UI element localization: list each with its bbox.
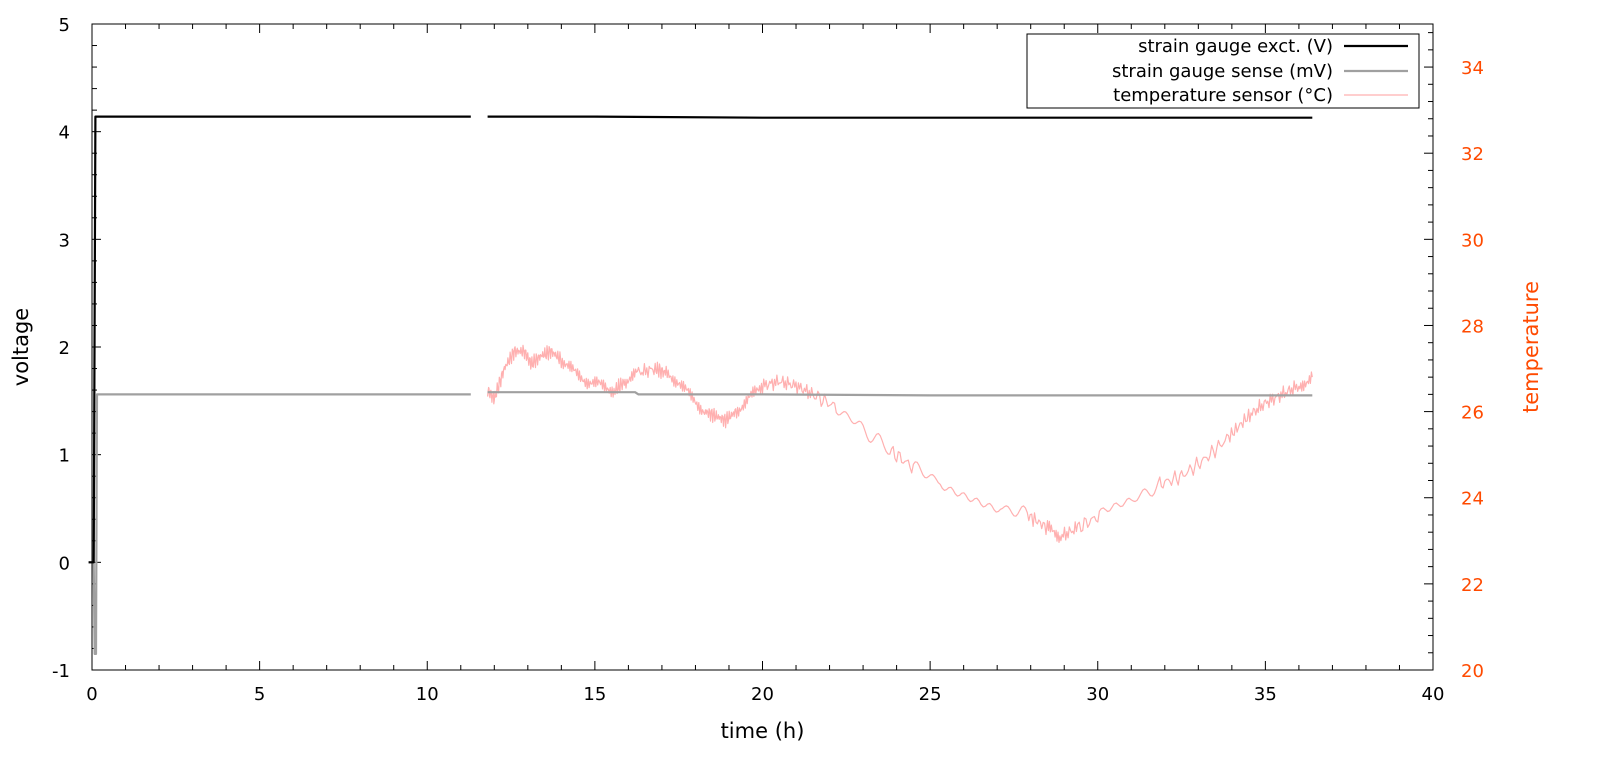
y-left-tick-label: -1 — [52, 661, 70, 682]
y-right-tick-label: 24 — [1461, 489, 1484, 510]
y-left-tick-label: 2 — [59, 338, 70, 359]
y-left-tick-label: 5 — [59, 15, 70, 36]
legend-label-temperature: temperature sensor (°C) — [1113, 85, 1333, 106]
y-left-tick-label: 0 — [59, 553, 70, 574]
y-left-tick-label: 3 — [59, 230, 70, 251]
x-tick-label: 20 — [751, 684, 774, 705]
y-right-tick-label: 30 — [1461, 230, 1484, 251]
legend: strain gauge exct. (V) strain gauge sens… — [1026, 33, 1420, 109]
series-temperature-line — [487, 344, 1313, 544]
x-tick-label: 40 — [1422, 684, 1445, 705]
y-left-tick-label: 1 — [59, 446, 70, 467]
y-right-tick-label: 32 — [1461, 144, 1484, 165]
y-axis-right-label: temperature — [1519, 281, 1543, 413]
x-tick-label: 5 — [254, 684, 265, 705]
series-sense-line — [487, 391, 1313, 397]
x-tick-label: 30 — [1086, 684, 1109, 705]
x-tick-label: 25 — [919, 684, 942, 705]
y-right-tick-label: 20 — [1461, 661, 1484, 682]
y-axis-left-label: voltage — [9, 308, 33, 386]
y-right-tick-label: 26 — [1461, 403, 1484, 424]
x-tick-label: 35 — [1254, 684, 1277, 705]
series-layer — [88, 115, 1313, 656]
y-right-tick-label: 34 — [1461, 58, 1484, 79]
plot-frame — [91, 23, 1434, 671]
y-right-tick-label: 28 — [1461, 316, 1484, 337]
legend-label-sense: strain gauge sense (mV) — [1112, 61, 1333, 82]
x-tick-label: 10 — [416, 684, 439, 705]
y-left-tick-label: 4 — [59, 123, 70, 144]
x-tick-label: 0 — [86, 684, 97, 705]
x-axis-label: time (h) — [721, 719, 805, 743]
series-excitation-line — [487, 115, 1313, 119]
y-right-tick-label: 22 — [1461, 575, 1484, 596]
legend-label-excitation: strain gauge exct. (V) — [1138, 36, 1333, 57]
series-excitation-line — [88, 115, 471, 564]
x-tick-label: 15 — [583, 684, 606, 705]
